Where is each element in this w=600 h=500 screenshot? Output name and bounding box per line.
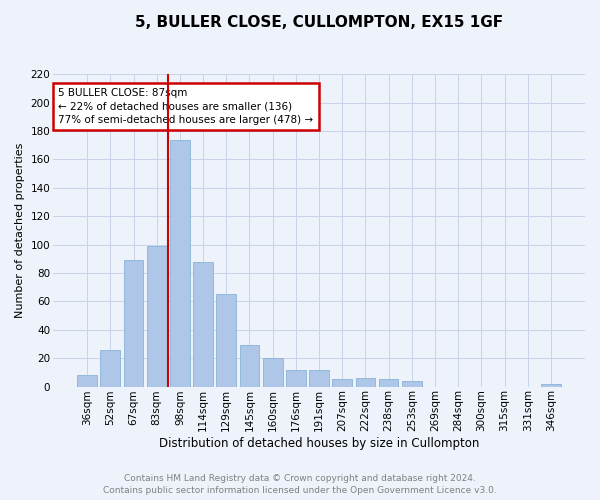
Bar bbox=[124, 260, 143, 386]
Bar bbox=[309, 370, 329, 386]
X-axis label: Distribution of detached houses by size in Cullompton: Distribution of detached houses by size … bbox=[159, 437, 479, 450]
Bar bbox=[379, 380, 398, 386]
Bar bbox=[356, 378, 375, 386]
Bar bbox=[77, 375, 97, 386]
Text: 5 BULLER CLOSE: 87sqm
← 22% of detached houses are smaller (136)
77% of semi-det: 5 BULLER CLOSE: 87sqm ← 22% of detached … bbox=[58, 88, 314, 124]
Title: 5, BULLER CLOSE, CULLOMPTON, EX15 1GF: 5, BULLER CLOSE, CULLOMPTON, EX15 1GF bbox=[135, 15, 503, 30]
Bar bbox=[170, 140, 190, 386]
Bar bbox=[147, 246, 167, 386]
Bar bbox=[263, 358, 283, 386]
Y-axis label: Number of detached properties: Number of detached properties bbox=[15, 142, 25, 318]
Text: Contains HM Land Registry data © Crown copyright and database right 2024.
Contai: Contains HM Land Registry data © Crown c… bbox=[103, 474, 497, 495]
Bar bbox=[193, 262, 213, 386]
Bar bbox=[402, 381, 422, 386]
Bar bbox=[239, 346, 259, 387]
Bar bbox=[541, 384, 561, 386]
Bar bbox=[100, 350, 120, 387]
Bar bbox=[217, 294, 236, 386]
Bar bbox=[286, 370, 306, 386]
Bar bbox=[332, 380, 352, 386]
